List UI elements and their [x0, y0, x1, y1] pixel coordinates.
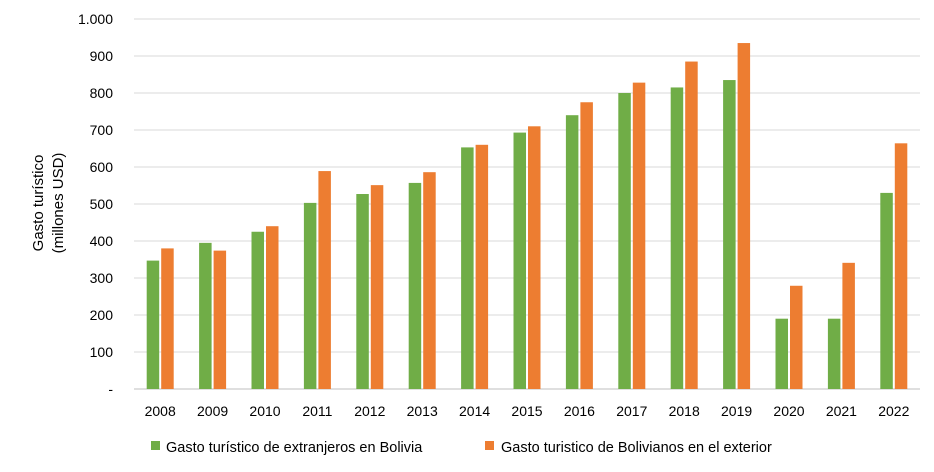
- bar-series-2: [318, 171, 331, 389]
- bar-series-1: [827, 318, 841, 389]
- x-tick-label: 2021: [826, 403, 857, 419]
- x-axis-ticks: 2008 2009 2010 2011 2012 2013 2014 2015 2016 2017…: [145, 403, 910, 419]
- bar-series-1: [251, 231, 264, 389]
- bar-series-1: [723, 80, 736, 390]
- y-tick-label: 200: [90, 307, 114, 323]
- y-tick-label: 400: [90, 233, 114, 249]
- y-tick-label: 500: [90, 196, 114, 212]
- bar-series-2: [790, 285, 803, 389]
- bar-series-2: [737, 43, 751, 390]
- y-tick-label: 1.000: [78, 11, 113, 27]
- bar-series-2: [685, 61, 698, 390]
- y-axis-title-line-2: (millones USD): [50, 153, 67, 254]
- bar-series-1: [408, 182, 422, 389]
- x-tick-label: 2011: [302, 403, 332, 419]
- x-tick-label: 2017: [616, 403, 647, 419]
- x-tick-label: 2018: [669, 403, 700, 419]
- x-tick-label: 2008: [145, 403, 176, 419]
- y-tick-label: 900: [90, 48, 114, 64]
- legend: Gasto turístico de extranjeros en Bolivi…: [151, 440, 772, 456]
- x-tick-label: 2009: [197, 403, 228, 419]
- bar-series-1: [356, 194, 369, 389]
- bar-series-2: [213, 250, 227, 389]
- bar-series-2: [161, 248, 174, 389]
- bar-series-2: [842, 262, 855, 389]
- bar-series-1: [775, 318, 788, 389]
- y-tick-label: 100: [90, 344, 114, 360]
- x-tick-label: 2022: [878, 403, 909, 419]
- bar-series-1: [461, 147, 474, 389]
- bar-series-1: [670, 87, 684, 389]
- x-tick-label: 2015: [511, 403, 542, 419]
- legend-label-series-1: Gasto turístico de extranjeros en Bolivi…: [166, 440, 423, 456]
- bar-series-2: [370, 185, 384, 389]
- x-tick-label: 2012: [354, 403, 385, 419]
- bar-series-1: [303, 202, 317, 389]
- bar-series-1: [146, 260, 160, 389]
- bar-series-1: [513, 132, 526, 389]
- legend-swatch-series-1: [151, 441, 160, 450]
- bar-series-2: [894, 143, 908, 389]
- x-tick-label: 2019: [721, 403, 752, 419]
- x-tick-label: 2014: [459, 403, 490, 419]
- bar-series-2: [266, 226, 279, 389]
- bar-series-1: [880, 192, 893, 389]
- x-tick-label: 2020: [773, 403, 804, 419]
- y-axis-ticks: - 100 200 300 400 500 600 700 800 900 1.000: [78, 11, 113, 397]
- bar-series-2: [528, 126, 541, 390]
- x-tick-label: 2016: [564, 403, 595, 419]
- y-tick-label: -: [108, 381, 113, 397]
- y-axis-title-line-1: Gasto turístico: [30, 155, 47, 252]
- y-tick-label: 300: [90, 270, 114, 286]
- bar-series-2: [580, 102, 593, 389]
- bar-series-2: [475, 144, 489, 389]
- legend-swatch-series-2: [485, 441, 494, 450]
- x-tick-label: 2013: [407, 403, 438, 419]
- x-tick-label: 2010: [249, 403, 280, 419]
- y-tick-label: 600: [90, 159, 114, 175]
- bar-series-2: [423, 172, 436, 389]
- y-tick-label: 800: [90, 85, 114, 101]
- bar-series-1: [199, 242, 212, 389]
- bars: [146, 43, 908, 390]
- y-tick-label: 700: [90, 122, 114, 138]
- bar-series-1: [565, 115, 579, 389]
- gridlines: [134, 18, 920, 390]
- legend-label-series-2: Gasto turistico de Bolivianos en el exte…: [501, 440, 772, 456]
- bar-series-1: [618, 93, 631, 389]
- bar-series-2: [632, 82, 646, 389]
